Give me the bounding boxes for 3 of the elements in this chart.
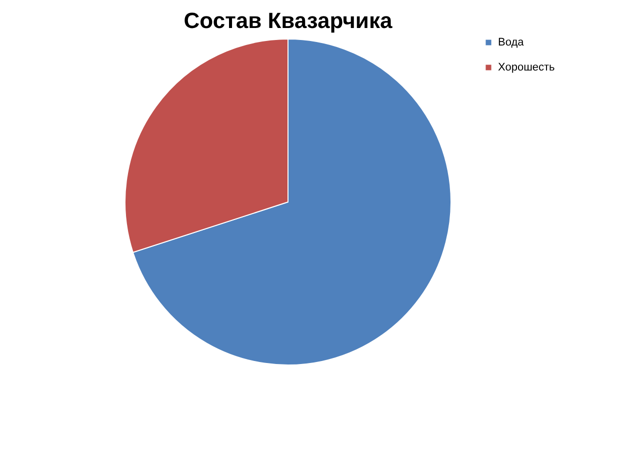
legend-label: Вода	[498, 36, 525, 48]
legend-label: Хорошесть	[498, 62, 556, 74]
chart-title: Состав Квазарчика	[184, 8, 393, 33]
